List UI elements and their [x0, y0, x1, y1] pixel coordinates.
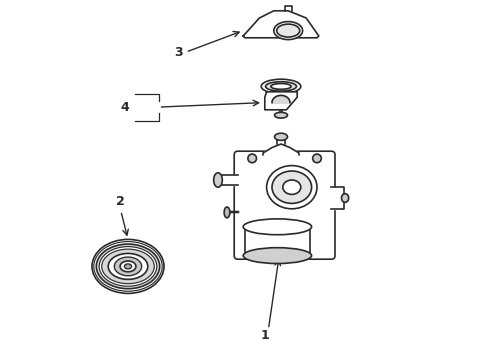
Ellipse shape [261, 79, 301, 94]
Ellipse shape [271, 84, 291, 89]
Polygon shape [331, 187, 344, 209]
Ellipse shape [97, 244, 160, 289]
Ellipse shape [274, 133, 288, 140]
Ellipse shape [102, 249, 154, 284]
Text: 3: 3 [174, 46, 183, 59]
Ellipse shape [99, 247, 157, 286]
Ellipse shape [214, 173, 222, 187]
Ellipse shape [274, 112, 288, 118]
Ellipse shape [92, 239, 164, 293]
FancyBboxPatch shape [234, 151, 335, 259]
Polygon shape [265, 92, 297, 110]
Text: 1: 1 [260, 329, 269, 342]
Ellipse shape [243, 219, 312, 235]
Ellipse shape [274, 22, 303, 40]
Ellipse shape [272, 171, 312, 203]
Circle shape [313, 154, 321, 163]
Ellipse shape [267, 166, 317, 209]
Ellipse shape [243, 248, 312, 264]
Ellipse shape [124, 264, 132, 269]
Ellipse shape [266, 82, 296, 91]
Polygon shape [263, 144, 299, 155]
Polygon shape [272, 95, 290, 103]
Ellipse shape [224, 207, 230, 218]
Polygon shape [218, 175, 238, 185]
Polygon shape [243, 11, 319, 38]
Circle shape [248, 154, 257, 163]
Ellipse shape [283, 180, 301, 194]
Text: 2: 2 [117, 195, 125, 208]
Polygon shape [245, 227, 310, 256]
Ellipse shape [120, 261, 136, 272]
Ellipse shape [342, 194, 349, 202]
Text: 4: 4 [120, 100, 129, 114]
Ellipse shape [114, 257, 142, 276]
Ellipse shape [277, 24, 300, 37]
Ellipse shape [108, 253, 148, 279]
